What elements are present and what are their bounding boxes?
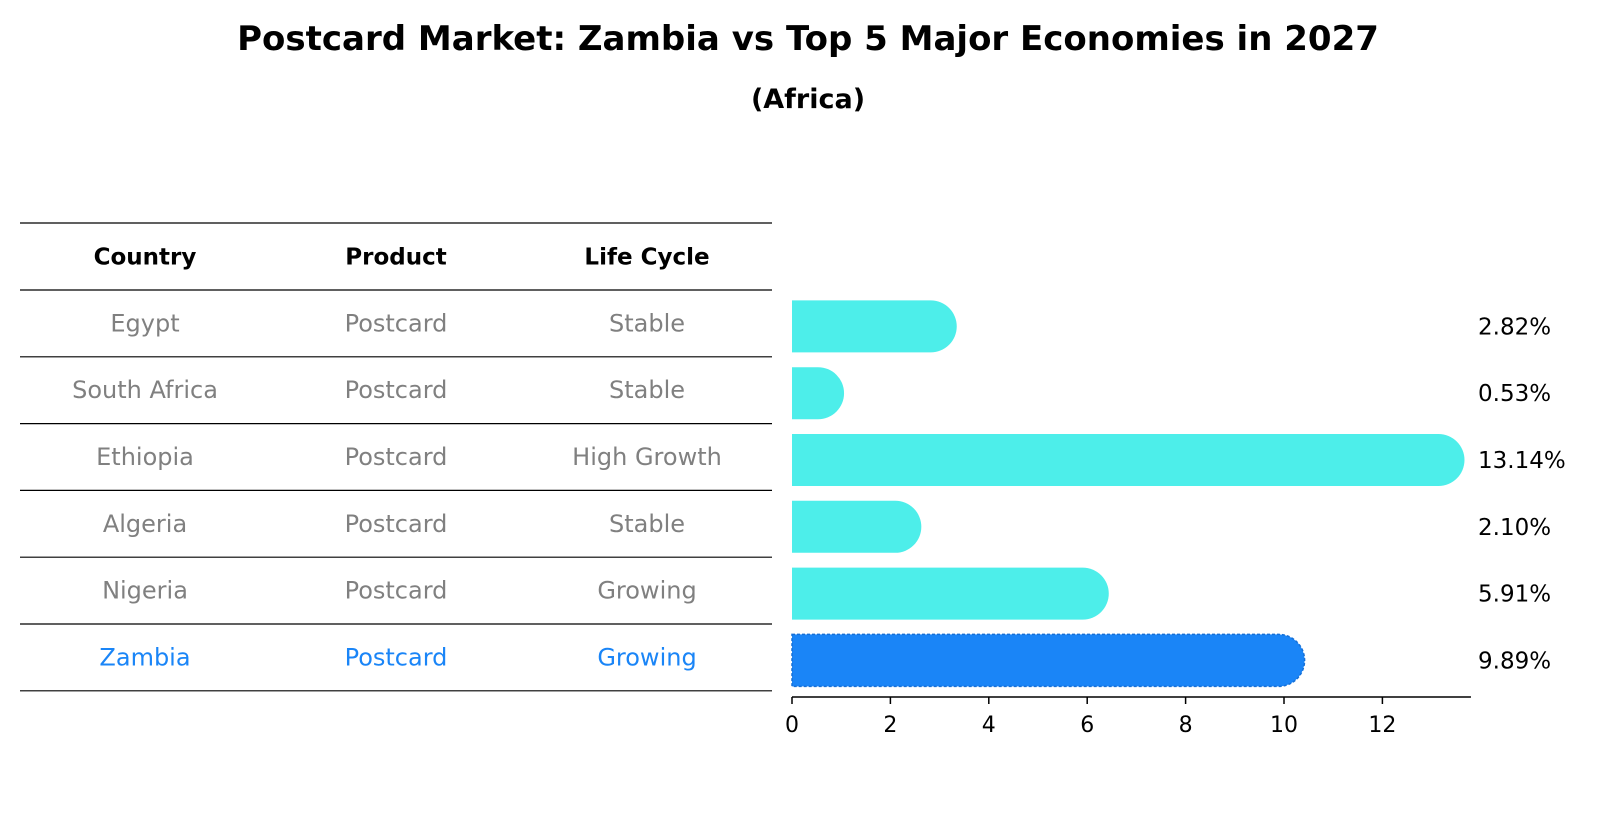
x-tick-label: 8 bbox=[1179, 713, 1193, 738]
bar-ethiopia bbox=[792, 434, 1465, 486]
x-tick-label: 0 bbox=[785, 713, 799, 738]
chart-subtitle: (Africa) bbox=[751, 84, 865, 115]
table-row: Nigeria Postcard Growing bbox=[102, 577, 697, 605]
table-cell-country: Nigeria bbox=[102, 577, 188, 605]
table-cell-life-cycle: Stable bbox=[609, 376, 685, 404]
x-tick-label: 2 bbox=[883, 713, 897, 738]
table-cell-country: South Africa bbox=[72, 376, 218, 404]
table-cell-product: Postcard bbox=[345, 309, 448, 337]
value-label: 5.91% bbox=[1478, 582, 1551, 608]
table-cell-country: Zambia bbox=[99, 643, 190, 671]
table-cell-country: Egypt bbox=[110, 309, 179, 337]
table-cell-life-cycle: Growing bbox=[597, 577, 696, 605]
bar-zambia bbox=[791, 633, 1306, 688]
x-tick-label: 6 bbox=[1080, 713, 1094, 738]
value-labels: 2.82% 0.53% 13.14% 2.10% 5.91% 9.89% bbox=[1478, 314, 1566, 674]
table-row: Ethiopia Postcard High Growth bbox=[96, 443, 722, 471]
x-tick-label: 12 bbox=[1368, 713, 1396, 738]
value-label: 0.53% bbox=[1478, 381, 1551, 407]
table-header-country: Country bbox=[94, 245, 197, 271]
data-table: Country Product Life Cycle Egypt Postcard Sta… bbox=[20, 222, 772, 692]
chart-title: Postcard Market: Zambia vs Top 5 Major E… bbox=[237, 19, 1379, 59]
table-cell-product: Postcard bbox=[345, 510, 448, 538]
bar-south-africa bbox=[792, 367, 845, 420]
table-cell-product: Postcard bbox=[345, 376, 448, 404]
table-cell-life-cycle: Growing bbox=[597, 643, 696, 671]
table-row: Algeria Postcard Stable bbox=[103, 510, 685, 538]
table-cell-life-cycle: Stable bbox=[609, 510, 685, 538]
x-axis: 0 2 4 6 8 10 12 bbox=[785, 696, 1471, 738]
table-row: Zambia Postcard Growing bbox=[99, 643, 696, 671]
value-label: 9.89% bbox=[1478, 648, 1551, 674]
value-label: 13.14% bbox=[1478, 448, 1566, 474]
table-cell-life-cycle: High Growth bbox=[572, 443, 722, 471]
table-cell-product: Postcard bbox=[345, 577, 448, 605]
table-cell-country: Ethiopia bbox=[96, 443, 194, 471]
x-tick-label: 4 bbox=[982, 713, 996, 738]
bar-nigeria bbox=[792, 567, 1109, 620]
value-label: 2.82% bbox=[1478, 314, 1551, 340]
value-label: 2.10% bbox=[1478, 515, 1551, 541]
table-cell-product: Postcard bbox=[345, 443, 448, 471]
table-row: South Africa Postcard Stable bbox=[72, 376, 685, 404]
table-row: Egypt Postcard Stable bbox=[110, 309, 685, 337]
bar-algeria bbox=[792, 500, 922, 553]
table-header-product: Product bbox=[345, 245, 446, 271]
table-cell-life-cycle: Stable bbox=[609, 309, 685, 337]
bar-plot bbox=[791, 300, 1465, 688]
table-cell-country: Algeria bbox=[103, 510, 187, 538]
x-tick-label: 10 bbox=[1270, 713, 1298, 738]
table-header-life-cycle: Life Cycle bbox=[584, 245, 709, 271]
bar-egypt bbox=[792, 300, 957, 353]
table-cell-product: Postcard bbox=[345, 643, 448, 671]
